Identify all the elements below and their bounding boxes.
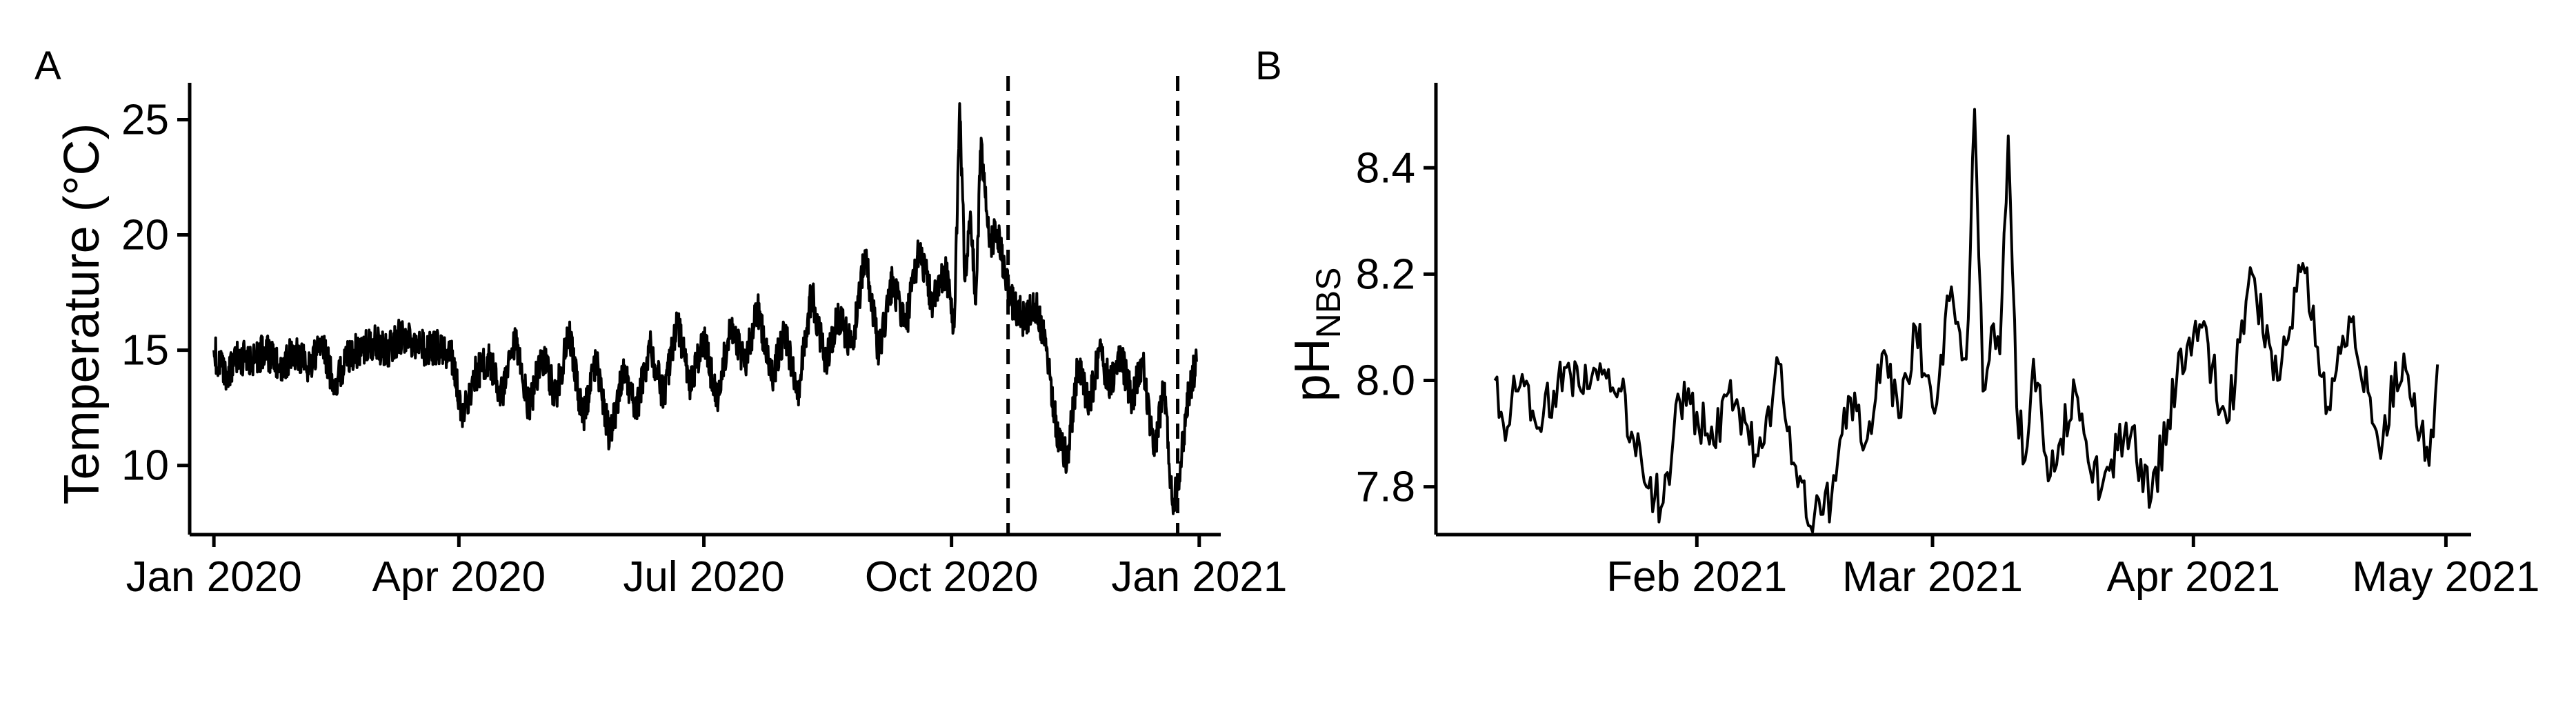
x-tick-label-a-3: Oct 2020: [865, 553, 1039, 601]
y-tick-label-a-0: 10: [121, 442, 169, 490]
y-tick-label-b-0: 7.8: [1356, 464, 1415, 511]
x-tick-label-a-2: Jul 2020: [623, 553, 784, 601]
y-axis-title-b-main: pH: [1285, 338, 1340, 401]
ph-chart: B pHNBS 7.8 8.0 8.2 8.4 Feb 2021 Mar 2021 Apr…: [1255, 43, 2540, 601]
y-tick-label-b-1: 8.0: [1356, 357, 1415, 405]
x-tick-label-b-1: Mar 2021: [1842, 553, 2023, 601]
temperature-chart: A Temperature (°C) 10 15 20 25 Jan 2020 Apr …: [34, 43, 1287, 601]
ph-series-line: [1493, 108, 2439, 534]
y-tick-label-b-3: 8.4: [1356, 144, 1415, 192]
panel-label-b: B: [1255, 43, 1282, 88]
x-tick-label-b-2: Apr 2021: [2106, 553, 2280, 601]
x-tick-label-a-1: Apr 2020: [372, 553, 546, 601]
y-tick-label-a-3: 25: [121, 96, 169, 143]
x-tick-label-b-3: May 2021: [2352, 553, 2539, 601]
x-tick-label-a-0: Jan 2020: [126, 553, 302, 601]
panel-label-a: A: [34, 43, 61, 88]
x-tick-label-b-0: Feb 2021: [1606, 553, 1787, 601]
y-axis-title-b-subscript: NBS: [1309, 268, 1348, 339]
x-tick-label-a-4: Jan 2021: [1111, 553, 1287, 601]
temperature-series-line: [212, 102, 1198, 515]
y-axis-title-a: Temperature (°C): [54, 123, 110, 505]
y-tick-label-a-1: 15: [121, 327, 169, 375]
y-tick-label-a-2: 20: [121, 212, 169, 259]
y-axis-title-b: pHNBS: [1285, 268, 1348, 402]
y-tick-label-b-2: 8.2: [1356, 250, 1415, 298]
